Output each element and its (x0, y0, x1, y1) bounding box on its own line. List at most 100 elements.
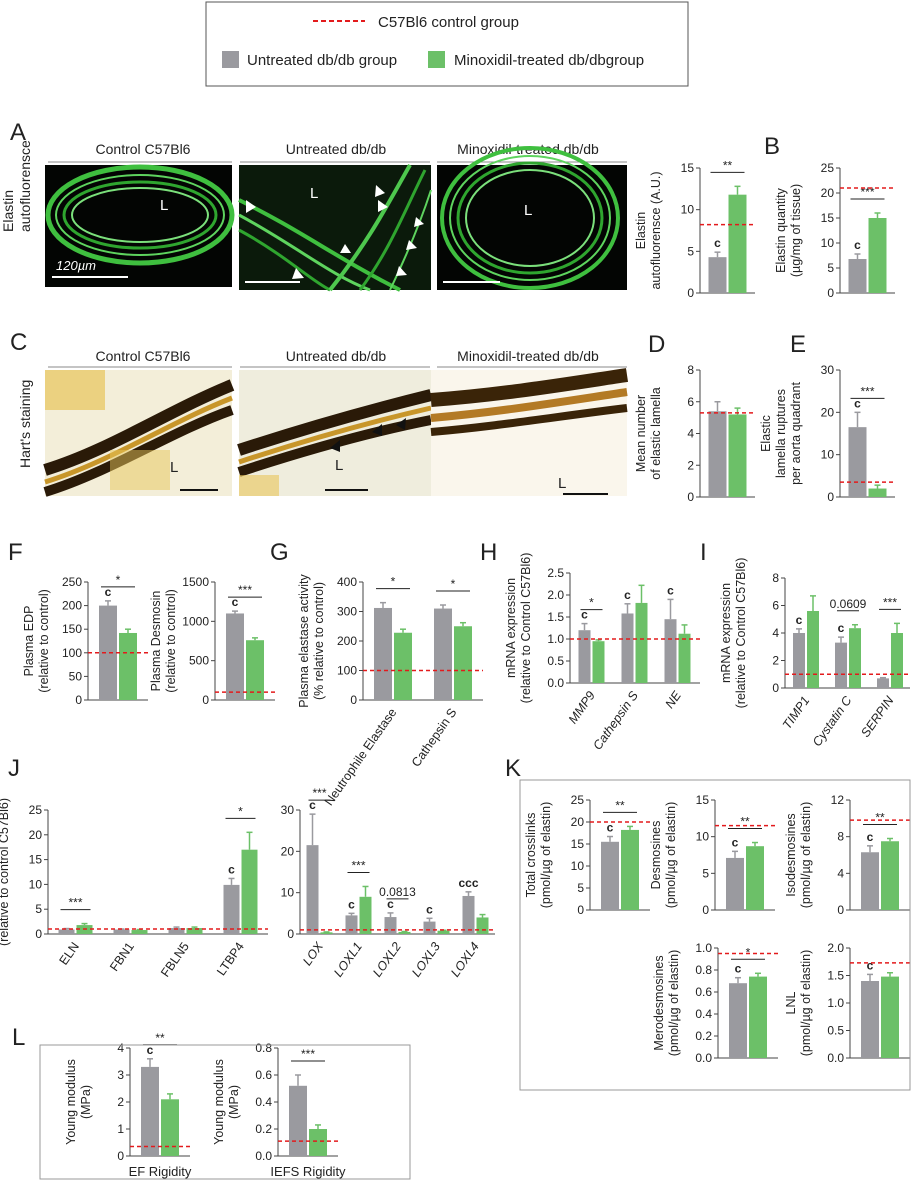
significance-mark-c: c (854, 238, 861, 252)
y-axis-label: Elastic (759, 415, 773, 452)
significance-label: *** (68, 896, 82, 910)
y-tick-label: 10 (571, 859, 585, 873)
bar-untreated (306, 845, 319, 934)
y-tick-label: 6 (687, 395, 694, 409)
y-tick-label: 250 (62, 575, 82, 589)
y-tick-label: 0 (35, 927, 42, 941)
bar-untreated (848, 427, 867, 497)
y-axis-label: (MPa) (79, 1085, 93, 1119)
bar-untreated (578, 630, 591, 683)
bar-treated (621, 829, 639, 910)
y-axis-label: (pmol/µg of elastin) (799, 950, 813, 1057)
bar-treated (131, 930, 148, 934)
y-tick-label: 1.5 (547, 610, 564, 624)
significance-mark-c: c (867, 958, 874, 972)
y-axis-label: lamella ruptures (774, 389, 788, 478)
bar-treated (398, 931, 411, 934)
y-axis-label: autofluorensce (A.U.) (649, 171, 663, 289)
y-tick-label: 12 (831, 793, 845, 807)
bar-treated (749, 976, 767, 1058)
x-tick-label: SERPIN (858, 693, 897, 740)
y-tick-label: 0.4 (255, 1095, 272, 1109)
y-tick-label: 2.0 (827, 941, 844, 955)
y-tick-label: 1.0 (547, 632, 564, 646)
y-axis-label: (relative to Control C57Bl6) (734, 558, 748, 709)
bar-untreated (345, 915, 358, 934)
bar-treated (246, 640, 264, 700)
y-tick-label: 5 (687, 244, 694, 258)
panel-letter-b: B (764, 133, 780, 160)
significance-label: ** (723, 158, 733, 172)
bar-treated (881, 841, 899, 910)
bar-untreated (861, 981, 879, 1058)
bar-untreated (601, 841, 619, 910)
significance-mark-c: c (387, 897, 394, 911)
panel-l-frame (39, 1044, 411, 1180)
bar-treated (592, 641, 605, 683)
chart-k2: 0 5 10 15 Desmosines (pmol/µg of elastin) c** (649, 793, 775, 917)
significance-mark-c: c (667, 583, 674, 597)
panel-letter-k: K (505, 755, 521, 782)
panel-letter-d: D (648, 331, 665, 358)
lumen-label: L (160, 197, 168, 214)
y-tick-label: 10 (681, 203, 695, 217)
y-axis-label: (pmol/µg of elastin) (539, 802, 553, 909)
y-tick-label: 5 (577, 881, 584, 895)
significance-label: *** (351, 858, 365, 872)
significance-label: * (589, 596, 594, 610)
y-tick-label: 0.2 (695, 1029, 712, 1043)
bar-untreated (434, 608, 452, 700)
significance-mark-c: c (714, 236, 721, 250)
y-axis-label: Elastin quantity (774, 187, 788, 273)
y-axis-label: (relative to Control C57Bl6) (519, 553, 533, 704)
panel-letter-g: G (270, 539, 289, 566)
y-axis-label: Elastin (634, 212, 648, 250)
bar-untreated (99, 605, 117, 700)
y-tick-label: 2.0 (547, 588, 564, 602)
y-tick-label: 0 (75, 693, 82, 707)
micrograph-row-c: Hart's staining Control C57Bl6 Untreated… (17, 348, 629, 497)
panel-letter-a: A (10, 119, 26, 146)
bar-treated (849, 628, 861, 688)
bar-treated (476, 917, 489, 934)
y-axis-label: Desmosines (649, 821, 663, 890)
significance-label: 0.0609 (830, 597, 867, 611)
bar-untreated (621, 613, 634, 683)
significance-label: * (746, 945, 751, 959)
bar-treated (359, 896, 372, 934)
bar-treated (746, 846, 764, 910)
y-tick-label: 0 (772, 681, 779, 695)
y-tick-label: 20 (571, 815, 585, 829)
chart-k5: 0.0 0.5 1.0 1.5 2.0 LNL (pmol/µg of elastin) c (784, 941, 910, 1065)
y-tick-label: 2 (772, 654, 779, 668)
significance-mark-c: c (838, 621, 845, 635)
significance-mark-c: c (105, 585, 112, 599)
x-tick-label: Neutrophile Elastase (322, 706, 400, 809)
bar-treated (728, 414, 747, 497)
y-tick-label: 4 (687, 427, 694, 441)
y-tick-label: 0 (827, 286, 834, 300)
x-axis-label: IEFS Rigidity (270, 1164, 346, 1179)
micrograph-row-a: Elastin autofluorensce Control C57Bl6 Un… (0, 140, 627, 292)
y-tick-label: 0.5 (827, 1024, 844, 1038)
bar-untreated (726, 857, 744, 910)
x-tick-label: MMP9 (566, 689, 598, 727)
significance-mark-c: c (732, 835, 739, 849)
bar-treated (891, 633, 903, 688)
y-tick-label: 15 (821, 211, 835, 225)
chart-l2: 0.0 0.2 0.4 0.6 0.8 Young modulus (MPa) *** IEFS… (212, 1041, 346, 1179)
bar-untreated (848, 259, 867, 293)
y-tick-label: 2.5 (547, 566, 564, 580)
y-tick-label: 100 (337, 664, 357, 678)
y-axis-label: (relative to control) (164, 589, 178, 693)
significance-label: * (391, 575, 396, 589)
significance-mark-c: c (232, 595, 239, 609)
y-axis-label: (relative to control C57Bl6) (0, 798, 11, 946)
panel-letters: A B C D E F G H I J K L (8, 119, 806, 1051)
y-tick-label: 10 (821, 448, 835, 462)
y-tick-label: 4 (837, 866, 844, 880)
bar-untreated (113, 929, 130, 934)
x-tick-label: TIMP1 (780, 694, 813, 732)
lumen-label: L (524, 202, 532, 219)
chart-h: 0.0 0.5 1.0 1.5 2.0 2.5 mRNA expression (relati… (504, 553, 700, 753)
